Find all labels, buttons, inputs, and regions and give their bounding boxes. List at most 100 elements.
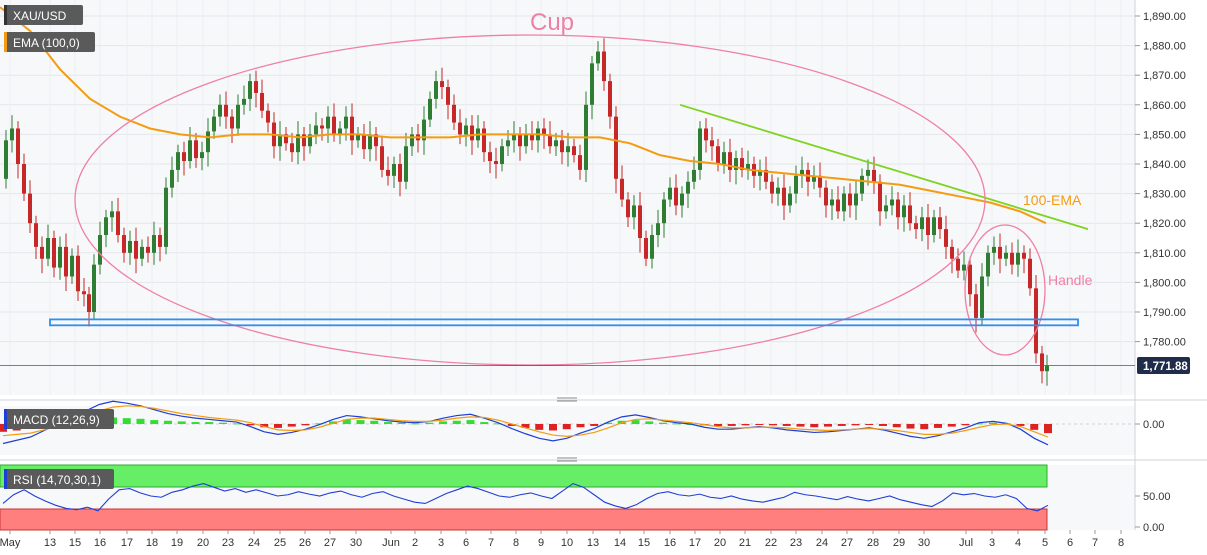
candle-body — [980, 276, 984, 318]
candle-body — [392, 164, 396, 176]
candle-body — [596, 51, 600, 64]
macd-histogram-bar — [370, 420, 379, 424]
cup-arc — [74, 34, 986, 366]
rsi-resize-handle[interactable] — [557, 457, 577, 462]
rsi-tick-label: 0.00 — [1143, 522, 1164, 534]
macd-histogram-bar — [507, 424, 516, 426]
candle-body — [632, 205, 636, 218]
symbol-label: XAU/USD — [13, 9, 67, 23]
macd-histogram-bar — [521, 424, 530, 428]
macd-histogram-bar — [425, 422, 434, 424]
candle-body — [452, 104, 456, 123]
candle-body — [488, 152, 492, 162]
candle-body — [4, 140, 8, 179]
candle-body — [812, 175, 816, 182]
candle-body — [764, 169, 768, 182]
candle-body — [434, 81, 438, 99]
candle-body — [158, 235, 162, 247]
y-tick-label: 1,790.00 — [1143, 307, 1186, 319]
x-tick-label: 17 — [689, 537, 701, 549]
candle-body — [482, 128, 486, 153]
candle-body — [404, 146, 408, 182]
current-price-tag: 1,771.88 — [1137, 357, 1190, 374]
x-tick-label: 15 — [638, 537, 650, 549]
x-tick-label: 15 — [69, 537, 81, 549]
candle-body — [170, 169, 174, 188]
candle-body — [974, 294, 978, 318]
macd-legend[interactable]: MACD (12,26,9) — [4, 409, 114, 429]
candle-body — [28, 193, 32, 224]
x-tick-label: 6 — [1067, 537, 1073, 549]
handle-label: Handle — [1048, 272, 1093, 288]
x-tick-label: 16 — [664, 537, 676, 549]
x-tick-label: 7 — [488, 537, 494, 549]
macd-histogram-bar — [865, 424, 874, 425]
macd-histogram-bar — [727, 424, 736, 426]
candle-body — [998, 246, 1002, 259]
rsi-legend[interactable]: RSI (14,70,30,1) — [4, 469, 114, 489]
macd-histogram-bar — [1044, 424, 1052, 434]
candle-body — [866, 169, 870, 176]
candle-body — [1040, 353, 1044, 372]
candle-body — [52, 238, 56, 268]
candle-body — [830, 199, 834, 206]
candle-body — [320, 125, 324, 129]
macd-histogram-bar — [975, 423, 984, 425]
rsi-legend-label: RSI (14,70,30,1) — [13, 473, 101, 487]
candle-body — [224, 104, 228, 117]
candle-body — [380, 146, 384, 170]
candle-body — [46, 238, 50, 259]
macd-histogram-bar — [851, 424, 860, 426]
macd-tick-label: 0.00 — [1143, 419, 1164, 431]
candle-body — [884, 205, 888, 212]
candle-body — [566, 146, 570, 153]
macd-histogram-bar — [274, 424, 282, 428]
ema-line — [0, 6, 1047, 225]
candle-body — [554, 140, 558, 147]
macd-histogram-bar — [205, 422, 214, 424]
candle-body — [602, 51, 606, 82]
symbol-legend[interactable]: XAU/USD — [4, 5, 83, 25]
y-tick-label: 1,830.00 — [1143, 189, 1186, 201]
candle-body — [818, 175, 822, 188]
candle-body — [188, 140, 192, 162]
candle-body — [608, 81, 612, 117]
candle-body — [770, 181, 774, 194]
candle-body — [440, 81, 444, 88]
x-tick-label: 6 — [463, 537, 469, 549]
candle-body — [800, 169, 804, 176]
price-axis[interactable]: 1,780.00 1,790.00 1,800.00 1,810.00 1,820.00… — [1135, 11, 1186, 349]
macd-histogram-bar — [0, 424, 7, 432]
ema-legend-label: EMA (100,0) — [13, 36, 80, 50]
macd-panel: 0.00 — [0, 400, 1164, 446]
candle-body — [908, 205, 912, 224]
macd-histogram-bar — [961, 424, 970, 426]
macd-histogram-bar — [947, 424, 956, 427]
candle-body — [590, 63, 594, 105]
macd-histogram-bar — [315, 423, 324, 425]
x-tick-label: 13 — [44, 537, 56, 549]
candle-body — [614, 116, 618, 179]
candle-body — [254, 81, 258, 93]
candle-body — [746, 164, 750, 170]
candle-body — [992, 246, 996, 253]
candle-body — [87, 294, 91, 312]
candle-body — [704, 128, 708, 141]
macd-histogram-bar — [645, 421, 654, 424]
time-axis[interactable]: May 13 15 16 17 18 19 20 23 24 25 26 27 30 Jun 2 3 6 7 8 9 10… — [0, 530, 1124, 549]
candle-body — [872, 169, 876, 182]
macd-resize-handle[interactable] — [557, 397, 577, 402]
x-tick-label: 3 — [438, 537, 444, 549]
candle-body — [368, 134, 372, 150]
macd-histogram-bar — [562, 424, 571, 430]
candle-body — [206, 131, 210, 153]
candle-body — [344, 116, 348, 129]
rsi-tick-label: 50.00 — [1143, 491, 1171, 503]
macd-histogram-bar — [164, 420, 172, 424]
macd-histogram-bar — [714, 424, 722, 426]
y-tick-label: 1,870.00 — [1143, 70, 1186, 82]
candle-body — [794, 175, 798, 194]
candle-body — [848, 193, 852, 206]
ema-legend[interactable]: EMA (100,0) — [4, 32, 95, 52]
macd-histogram-bar — [191, 422, 200, 424]
